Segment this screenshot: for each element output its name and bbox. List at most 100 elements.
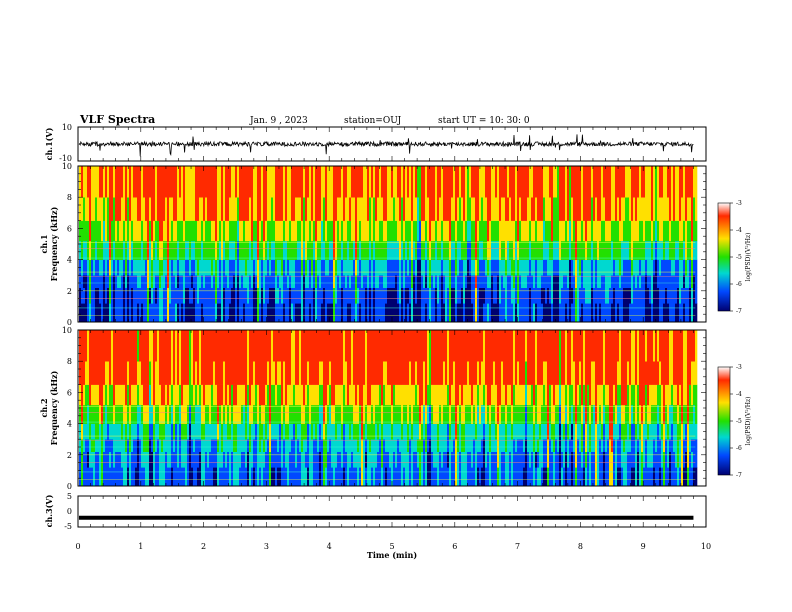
spectrogram-cell	[417, 423, 420, 440]
spectrogram-cell	[115, 303, 118, 323]
spectrogram-cell	[87, 275, 90, 288]
spectrogram-cell	[275, 439, 278, 452]
spectrogram-cell	[247, 166, 250, 198]
spectrogram-cell	[563, 166, 566, 198]
spectrogram-cell	[423, 467, 426, 487]
spectrogram-cell	[247, 287, 250, 304]
spectrogram-cell	[531, 259, 534, 276]
spectrogram-cell	[593, 384, 596, 406]
spectrogram-cell	[365, 220, 368, 242]
spectrogram-cell	[163, 451, 166, 468]
spectrogram-cell	[231, 467, 234, 487]
spectrogram-cell	[337, 404, 340, 424]
spectrogram-cell	[231, 361, 234, 385]
spectrogram-cell	[667, 240, 670, 260]
spectrogram-cell	[209, 467, 212, 487]
spectrogram-cell	[211, 330, 214, 362]
spectrogram-cell	[507, 287, 510, 304]
spectrogram-cell	[657, 275, 660, 288]
spectrogram-cell	[625, 404, 628, 424]
spectrogram-cell	[327, 166, 330, 198]
spectrogram-cell	[317, 197, 320, 221]
spectrogram-cell	[459, 259, 462, 276]
spectrogram-cell	[233, 361, 236, 385]
spectrogram-cell	[313, 287, 316, 304]
spectrogram-cell	[601, 259, 604, 276]
spectrogram-cell	[131, 275, 134, 288]
spectrogram-cell	[129, 439, 132, 452]
spectrogram-cell	[189, 197, 192, 221]
spectrogram-cell	[313, 275, 316, 288]
spectrogram-cell	[443, 439, 446, 452]
spectrogram-cell	[695, 275, 698, 288]
spectrogram-cell	[231, 166, 234, 198]
spectrogram-cell	[527, 439, 530, 452]
spectrogram-cell	[371, 361, 374, 385]
spectrogram-cell	[307, 361, 310, 385]
spectrogram-cell	[221, 467, 224, 487]
spectrogram-cell	[477, 451, 480, 468]
spectrogram-cell	[427, 451, 430, 468]
spectrogram-cell	[143, 240, 146, 260]
spectrogram-cell	[635, 197, 638, 221]
spectrogram-cell	[625, 197, 628, 221]
spectrogram-cell	[285, 330, 288, 362]
spectrogram-cell	[421, 384, 424, 406]
spectrogram-cell	[617, 287, 620, 304]
spectrogram-cell	[547, 303, 550, 323]
spectrogram-cell	[245, 287, 248, 304]
spectrogram-cell	[115, 287, 118, 304]
spectrogram-cell	[545, 467, 548, 487]
spectrogram-cell	[631, 303, 634, 323]
spectrogram-cell	[123, 451, 126, 468]
spectrogram-cell	[465, 467, 468, 487]
spectrogram-cell	[663, 259, 666, 276]
spectrogram-cell	[201, 220, 204, 242]
spectrogram-cell	[373, 197, 376, 221]
spectrogram-cell	[413, 404, 416, 424]
spectrogram-cell	[449, 404, 452, 424]
spectrogram-cell	[101, 220, 104, 242]
spectrogram-cell	[371, 451, 374, 468]
spectrogram-cell	[511, 404, 514, 424]
spectrogram-cell	[519, 404, 522, 424]
spectrogram-cell	[317, 451, 320, 468]
spectrogram-cell	[435, 166, 438, 198]
spectrogram-cell	[213, 259, 216, 276]
spectrogram-cell	[427, 439, 430, 452]
spectrogram-cell	[221, 275, 224, 288]
spectrogram-cell	[335, 361, 338, 385]
spectrogram-cell	[549, 259, 552, 276]
spectrogram-cell	[385, 240, 388, 260]
spectrogram-cell	[339, 259, 342, 276]
spectrogram-cell	[461, 330, 464, 362]
spectrogram-cell	[615, 404, 618, 424]
spectrogram-cell	[277, 451, 280, 468]
spectrogram-cell	[477, 275, 480, 288]
spectrogram-cell	[203, 439, 206, 452]
spectrogram-cell	[573, 423, 576, 440]
spectrogram-cell	[495, 361, 498, 385]
spectrogram-cell	[101, 467, 104, 487]
spectrogram-cell	[393, 384, 396, 406]
spectrogram-cell	[677, 259, 680, 276]
spectrogram-cell	[99, 220, 102, 242]
spectrogram-cell	[501, 240, 504, 260]
spectrogram-cell	[231, 275, 234, 288]
spectrogram-cell	[359, 439, 362, 452]
spectrogram-cell	[571, 275, 574, 288]
spectrogram-cell	[333, 275, 336, 288]
spectrogram-cell	[553, 451, 556, 468]
spectrogram-cell	[399, 404, 402, 424]
spectrogram-cell	[179, 220, 182, 242]
spectrogram-cell	[533, 166, 536, 198]
spectrogram-cell	[401, 361, 404, 385]
spectrogram-cell	[287, 451, 290, 468]
spectrogram-cell	[105, 404, 108, 424]
spectrogram-cell	[349, 361, 352, 385]
spectrogram-cell	[473, 404, 476, 424]
spectrogram-cell	[341, 287, 344, 304]
header-date: Jan. 9 , 2023	[249, 116, 308, 126]
spectrogram-cell	[469, 303, 472, 323]
